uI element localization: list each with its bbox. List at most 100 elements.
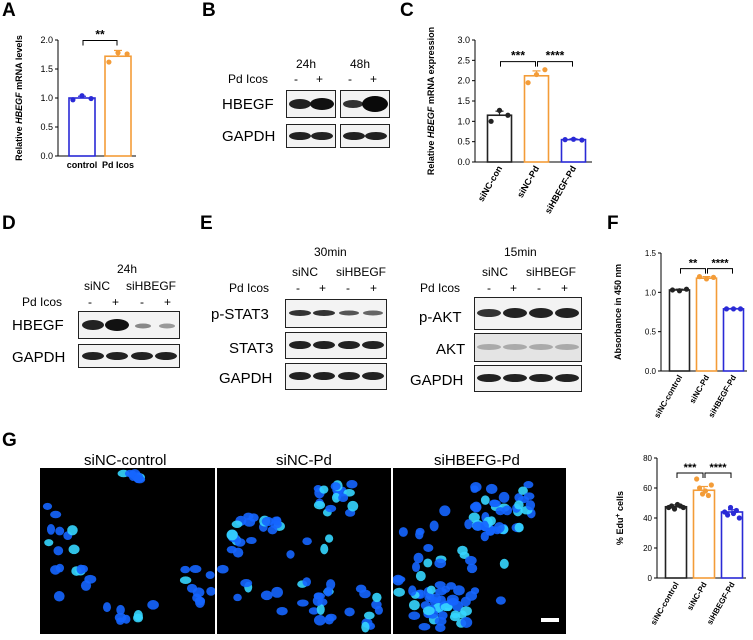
data-point bbox=[79, 93, 85, 99]
panel-letter-b: B bbox=[202, 0, 216, 21]
blot-e-stat3 bbox=[285, 332, 387, 359]
data-point bbox=[88, 95, 94, 102]
cell-nucleus bbox=[267, 525, 278, 535]
cell-nucleus bbox=[344, 607, 355, 617]
blot-d-group-sinc: siNC bbox=[84, 279, 110, 293]
data-point bbox=[542, 67, 548, 73]
cell-nucleus bbox=[359, 589, 371, 599]
x-tick-label: siNC-Pd bbox=[688, 373, 711, 405]
cell-nucleus bbox=[415, 527, 425, 536]
data-point bbox=[696, 485, 703, 491]
cell-nucleus bbox=[316, 604, 325, 615]
micrograph-sinc-pd bbox=[217, 468, 391, 634]
significance-bracket bbox=[500, 61, 536, 67]
blot-e-right-time: 15min bbox=[504, 245, 537, 259]
y-tick-label: 1.5 bbox=[645, 249, 657, 258]
data-point bbox=[724, 512, 731, 518]
data-point bbox=[703, 276, 710, 282]
blot-e-left-group-sinc: siNC bbox=[292, 265, 318, 279]
cell-nucleus bbox=[217, 564, 229, 574]
significance-label: ** bbox=[95, 27, 105, 41]
blot-e-right-group-sinc: siNC bbox=[482, 265, 508, 279]
cell-nucleus bbox=[408, 611, 421, 620]
cell-nucleus bbox=[468, 512, 480, 523]
cell-nucleus bbox=[53, 591, 65, 602]
data-point bbox=[570, 136, 577, 142]
cell-nucleus bbox=[346, 479, 358, 489]
data-point bbox=[694, 476, 700, 482]
y-tick-label: 1.5 bbox=[457, 96, 470, 106]
cell-nucleus bbox=[240, 579, 253, 588]
data-point bbox=[723, 306, 730, 312]
y-tick-label: 2.0 bbox=[40, 35, 53, 45]
sign: + bbox=[112, 295, 120, 309]
sign: - bbox=[294, 72, 298, 86]
y-tick-label: 0.0 bbox=[40, 151, 53, 161]
cell-nucleus bbox=[523, 481, 534, 489]
cell-nucleus bbox=[248, 513, 259, 522]
blot-d-time: 24h bbox=[117, 262, 138, 276]
cell-nucleus bbox=[429, 520, 439, 532]
cell-nucleus bbox=[361, 621, 370, 633]
y-tick-label: 1.0 bbox=[40, 93, 53, 103]
cell-nucleus bbox=[338, 493, 349, 503]
cell-nucleus bbox=[525, 500, 536, 511]
cell-nucleus bbox=[308, 607, 320, 615]
cell-nucleus bbox=[470, 482, 482, 492]
x-tick-label: siNC-con bbox=[476, 164, 504, 203]
cell-nucleus bbox=[192, 593, 202, 603]
data-point bbox=[705, 492, 712, 499]
sign: - bbox=[348, 72, 352, 86]
blot-e-left-row-pstat3: p-STAT3 bbox=[211, 306, 269, 323]
cell-nucleus bbox=[485, 483, 498, 494]
cell-nucleus bbox=[231, 520, 243, 529]
panel-letter-c: C bbox=[400, 0, 414, 21]
data-point bbox=[733, 507, 740, 514]
cell-nucleus bbox=[393, 587, 405, 597]
data-point bbox=[70, 97, 76, 103]
cell-nucleus bbox=[133, 613, 144, 623]
data-point bbox=[737, 306, 744, 312]
blot-e-right-gapdh bbox=[474, 365, 582, 392]
cell-nucleus bbox=[372, 592, 382, 603]
cell-nucleus bbox=[234, 538, 246, 547]
cell-nucleus bbox=[324, 614, 334, 625]
cell-nucleus bbox=[67, 525, 78, 536]
cell-nucleus bbox=[514, 500, 524, 510]
cell-nucleus bbox=[302, 537, 312, 546]
blot-d-treatment-label: Pd Icos bbox=[22, 295, 63, 309]
data-point bbox=[680, 504, 686, 511]
micro-title-3: siHBEFG-Pd bbox=[434, 452, 520, 469]
data-point bbox=[676, 288, 683, 294]
significance-bracket bbox=[704, 472, 732, 478]
cell-nucleus bbox=[179, 576, 192, 585]
significance-label: ** bbox=[689, 258, 698, 270]
data-point bbox=[710, 274, 717, 280]
y-tick-label: 2.5 bbox=[457, 55, 470, 65]
cell-nucleus bbox=[205, 571, 215, 580]
x-tick-label: control bbox=[67, 160, 98, 170]
blot-b-time-24h: 24h bbox=[296, 57, 317, 71]
cell-nucleus bbox=[232, 547, 244, 558]
sign: + bbox=[370, 72, 378, 86]
sign: - bbox=[346, 281, 350, 295]
cell-nucleus bbox=[260, 590, 273, 601]
cell-nucleus bbox=[466, 563, 478, 574]
data-point bbox=[669, 287, 676, 293]
chart-a: 0.0 0.5 1.0 1.5 2.0 control Pd Icos Relative HB… bbox=[14, 27, 136, 170]
x-tick-label: siNC-control bbox=[649, 581, 681, 627]
cell-nucleus bbox=[493, 522, 505, 534]
blot-e-pakt bbox=[474, 297, 582, 330]
sign: - bbox=[487, 281, 491, 295]
cell-nucleus bbox=[426, 585, 436, 595]
x-tick-label: siHBEGF-Pd bbox=[707, 373, 739, 419]
cell-nucleus bbox=[233, 593, 242, 602]
cell-nucleus bbox=[457, 545, 468, 556]
sign: + bbox=[164, 295, 172, 309]
cell-nucleus bbox=[206, 586, 215, 596]
bar bbox=[104, 55, 132, 157]
cell-nucleus bbox=[313, 614, 326, 626]
data-point bbox=[730, 306, 737, 312]
blot-e-right-row-gapdh: GAPDH bbox=[410, 372, 464, 389]
cell-nucleus bbox=[114, 612, 127, 623]
